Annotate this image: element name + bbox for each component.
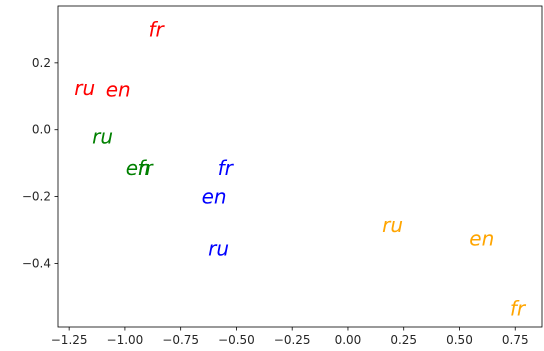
y-tick-label: 0.0 xyxy=(32,123,51,137)
point-label-fr: fr xyxy=(137,156,154,180)
point-label-fr: fr xyxy=(510,297,527,321)
point-label-ru: ru xyxy=(382,213,403,237)
x-tick-label: 0.75 xyxy=(502,333,529,347)
point-label-en: en xyxy=(469,226,494,250)
point-label-ru: ru xyxy=(74,76,95,100)
x-tick-label: −0.50 xyxy=(218,333,255,347)
x-tick-label: 0.00 xyxy=(335,333,362,347)
point-label-en: en xyxy=(202,185,227,209)
y-tick-label: −0.2 xyxy=(22,190,51,204)
y-axis: 0.2 0.0 −0.2 −0.4 xyxy=(22,56,58,270)
point-label-en: en xyxy=(126,156,151,180)
y-tick-label: 0.2 xyxy=(32,56,51,70)
x-tick-label: −1.00 xyxy=(107,333,144,347)
x-axis: −1.25 −1.00 −0.75 −0.50 −0.25 0.00 0.25 0.50 0.7… xyxy=(51,327,529,347)
x-tick-label: −0.25 xyxy=(274,333,311,347)
point-label-fr: fr xyxy=(149,17,166,41)
x-tick-label: −1.25 xyxy=(51,333,88,347)
point-label-ru: ru xyxy=(92,124,113,148)
x-tick-label: −0.75 xyxy=(162,333,199,347)
point-label-en: en xyxy=(106,78,131,102)
point-label-fr: fr xyxy=(218,156,235,180)
y-tick-label: −0.4 xyxy=(22,256,51,270)
x-tick-label: 0.50 xyxy=(446,333,473,347)
point-label-ru: ru xyxy=(208,236,229,260)
x-tick-label: 0.25 xyxy=(390,333,417,347)
plot-frame xyxy=(57,5,543,328)
